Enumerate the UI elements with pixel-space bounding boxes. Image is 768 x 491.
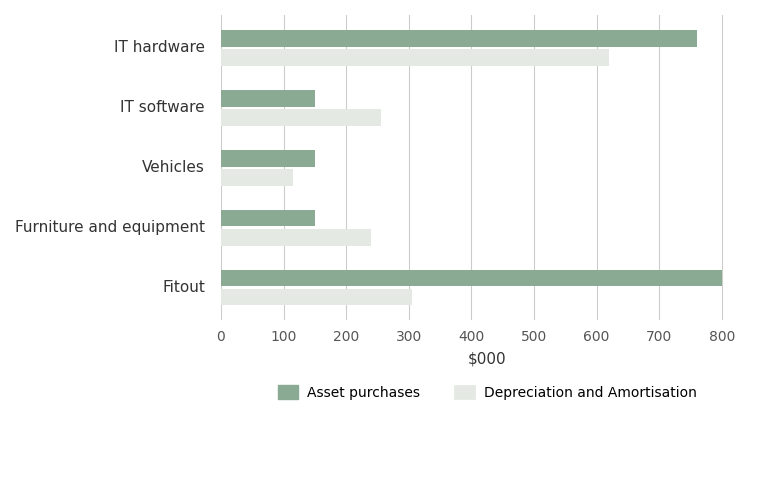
Bar (221, 109, 381, 126)
Bar (221, 49, 609, 66)
Bar (221, 90, 315, 107)
Bar (221, 270, 722, 286)
Bar (221, 289, 412, 305)
X-axis label: $000: $000 (468, 351, 506, 366)
Bar (221, 30, 697, 47)
Bar (221, 169, 293, 186)
Bar (221, 150, 315, 166)
Bar (221, 210, 315, 226)
Bar (221, 229, 371, 246)
Legend: Asset purchases, Depreciation and Amortisation: Asset purchases, Depreciation and Amorti… (272, 379, 702, 405)
